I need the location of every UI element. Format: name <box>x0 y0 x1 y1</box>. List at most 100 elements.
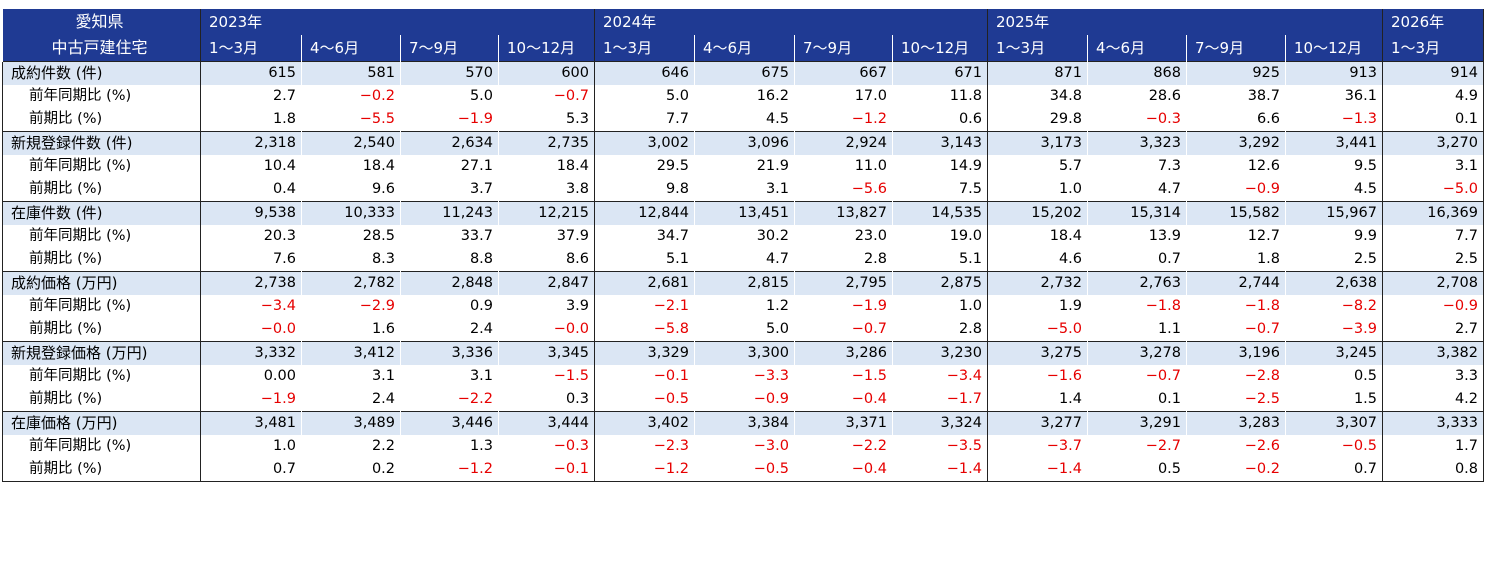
table-row: 前年同期比 (%) 0.00 3.1 3.1 −1.5 −0.1 −3.3 −1.5 −3.4−… <box>2 365 1484 388</box>
table-cell: 15,967 <box>1285 201 1383 225</box>
row-label: 前年同期比 (%) <box>2 225 201 248</box>
table-cell: −0.5 <box>594 388 695 412</box>
quarter-header: 4～6月 <box>1087 35 1187 62</box>
table-cell: −1.2 <box>400 458 499 482</box>
quarter-header: 4～6月 <box>301 35 401 62</box>
table-cell: 8.6 <box>565 251 589 267</box>
table-row: 成約件数 (件) 615 581 570 600 646 675 667 671 871 868 92… <box>2 61 1484 85</box>
table-cell: −0.0 <box>553 321 589 337</box>
table-cell: 0.2 <box>301 458 401 482</box>
table-cell: 3,441 <box>1285 131 1383 155</box>
table-cell: 581 <box>301 61 401 85</box>
table-cell: 9.8 <box>594 178 695 202</box>
table-cell: −1.3 <box>1341 111 1377 127</box>
table-cell: 2,735 <box>498 131 595 155</box>
table-cell: 1.7 <box>1382 435 1484 458</box>
table-cell: −1.9 <box>851 298 887 314</box>
table-cell: 8.3 <box>371 251 395 267</box>
row-label: 前期比 (%) <box>2 318 201 342</box>
table-cell: 3,332 <box>200 341 302 365</box>
row-label: 新規登録価格 (万円) <box>2 341 201 365</box>
table-cell: 1.6 <box>371 321 395 337</box>
table-cell: 2,847 <box>498 271 595 295</box>
quarter-header: 7～9月 <box>1186 35 1286 62</box>
row-label: 前年同期比 (%) <box>2 365 201 388</box>
row-label: 前期比 (%) <box>2 178 201 202</box>
table-cell: 27.1 <box>460 158 493 174</box>
table-row: 前期比 (%) −1.9 2.4 −2.2 0.3 −0.5 −0.9 −0.4 −1.7 1.4… <box>2 388 1484 412</box>
table-cell: −5.6 <box>851 181 887 197</box>
table-cell: 3,307 <box>1285 411 1383 435</box>
table-cell: 3,324 <box>892 411 988 435</box>
table-cell: 1.4 <box>987 388 1088 412</box>
table-cell: 3.1 <box>469 368 493 384</box>
table-cell: 3,230 <box>892 341 988 365</box>
table-cell: 3,329 <box>594 341 695 365</box>
quarter-header: 1～3月 <box>1382 35 1484 62</box>
year-header: 2026年 <box>1382 9 1484 35</box>
table-cell: 4.6 <box>987 248 1088 272</box>
table-cell: −2.7 <box>1145 438 1181 454</box>
row-label: 前年同期比 (%) <box>2 295 201 318</box>
table-cell: 11.0 <box>854 158 887 174</box>
table-cell: 28.6 <box>1148 88 1181 104</box>
table-cell: −0.0 <box>200 318 302 342</box>
table-cell: 36.1 <box>1344 88 1377 104</box>
table-cell: 38.7 <box>1247 88 1280 104</box>
table-cell: 0.8 <box>1382 458 1484 482</box>
table-row: 在庫件数 (件) 9,538 10,333 11,243 12,215 12,844 13,… <box>2 201 1484 225</box>
table-cell: 4.5 <box>765 111 789 127</box>
table-cell: −2.8 <box>1244 368 1280 384</box>
table-cell: 1.0 <box>958 298 982 314</box>
table-cell: 2,634 <box>400 131 499 155</box>
table-cell: 3,402 <box>594 411 695 435</box>
table-cell: 2,795 <box>794 271 893 295</box>
table-cell: 2,738 <box>200 271 302 295</box>
table-row: 前期比 (%) 0.7 0.2 −1.2 −0.1 −1.2 −0.5 −0.4 −1.4 −1.… <box>2 458 1484 482</box>
table-cell: 3,245 <box>1285 341 1383 365</box>
table-cell: 2.8 <box>958 321 982 337</box>
table-cell: 2,732 <box>987 271 1088 295</box>
table-cell: −0.9 <box>1382 295 1484 318</box>
table-cell: 8.8 <box>469 251 493 267</box>
row-label: 成約件数 (件) <box>2 61 201 85</box>
row-label: 前期比 (%) <box>2 108 201 132</box>
table-cell: 14,535 <box>892 201 988 225</box>
table-cell: 2,744 <box>1186 271 1286 295</box>
table-cell: 2,681 <box>594 271 695 295</box>
table-cell: −3.3 <box>753 368 789 384</box>
row-label: 前期比 (%) <box>2 248 201 272</box>
table-cell: 3,446 <box>400 411 499 435</box>
row-label: 前期比 (%) <box>2 458 201 482</box>
table-cell: 0.7 <box>200 458 302 482</box>
table-cell: −3.4 <box>946 368 982 384</box>
table-cell: −0.1 <box>498 458 595 482</box>
table-cell: −0.3 <box>1145 111 1181 127</box>
table-cell: 3,481 <box>200 411 302 435</box>
row-label: 前年同期比 (%) <box>2 85 201 108</box>
table-cell: 17.0 <box>854 88 887 104</box>
table-cell: 15,202 <box>987 201 1088 225</box>
table-cell: 9,538 <box>200 201 302 225</box>
table-cell: −3.4 <box>200 295 302 318</box>
table-cell: 667 <box>794 61 893 85</box>
table-cell: 1.0 <box>987 178 1088 202</box>
table-cell: −1.8 <box>1244 298 1280 314</box>
table-cell: 18.4 <box>362 158 395 174</box>
table-cell: 11,243 <box>400 201 499 225</box>
table-cell: 600 <box>498 61 595 85</box>
quarter-header: 10～12月 <box>1285 35 1383 62</box>
table-cell: 2,318 <box>200 131 302 155</box>
table-cell: 5.0 <box>594 85 695 108</box>
table-cell: 2,540 <box>301 131 401 155</box>
table-cell: 0.5 <box>1353 368 1377 384</box>
table-cell: 2,924 <box>794 131 893 155</box>
row-label: 前年同期比 (%) <box>2 155 201 178</box>
table-row: 前期比 (%) 0.4 9.6 3.7 3.8 9.8 3.1 −5.6 7.5 1.0 4.7 −0… <box>2 178 1484 202</box>
table-cell: 2.5 <box>1353 251 1377 267</box>
table-cell: 3,278 <box>1087 341 1187 365</box>
table-row: 前年同期比 (%) 1.0 2.2 1.3 −0.3 −2.3 −3.0 −2.2 −3.5 −3… <box>2 435 1484 458</box>
table-cell: −5.0 <box>1382 178 1484 202</box>
table-cell: 914 <box>1382 61 1484 85</box>
table-cell: 2.4 <box>469 321 493 337</box>
